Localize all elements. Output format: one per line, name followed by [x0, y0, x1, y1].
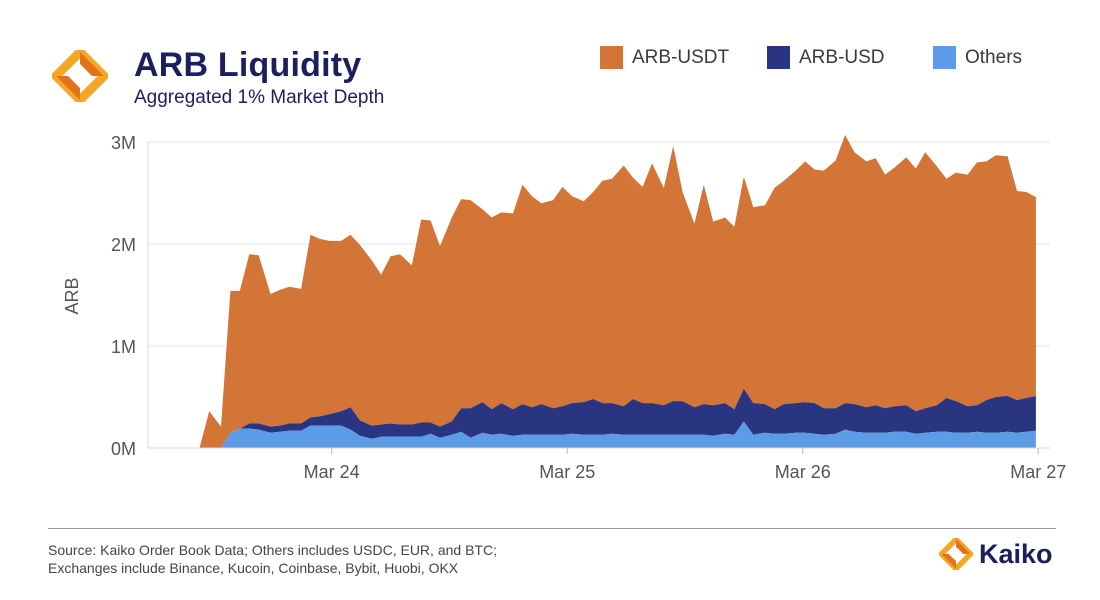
- legend-swatch-arb-usdt: [600, 46, 623, 69]
- chart-subtitle: Aggregated 1% Market Depth: [134, 87, 385, 108]
- y-tick-label: 0M: [111, 439, 136, 459]
- area-series: [199, 134, 1036, 448]
- legend-label-others: Others: [965, 46, 1023, 68]
- y-tick-label: 2M: [111, 235, 136, 255]
- legend-item-arb-usd: ARB-USD: [767, 46, 885, 69]
- footer-divider: [48, 528, 1056, 529]
- legend-item-arb-usdt: ARB-USDT: [600, 46, 729, 69]
- x-tick-label: Mar 27: [1010, 462, 1066, 482]
- x-tick-label: Mar 24: [304, 462, 360, 482]
- series-area-others: [199, 421, 1036, 448]
- axes: 0M 1M 2M 3M Mar 24 Mar 25 Mar 26 Mar 27: [111, 133, 1066, 482]
- source-line-2: Exchanges include Binance, Kucoin, Coinb…: [48, 560, 459, 576]
- series-area-arb-usd: [199, 388, 1036, 448]
- legend-item-others: Others: [933, 46, 1022, 69]
- kaiko-logo-icon: [52, 50, 108, 102]
- legend-swatch-others: [933, 46, 956, 69]
- y-axis-label: ARB: [62, 277, 82, 314]
- chart-title: ARB Liquidity: [134, 46, 362, 84]
- source-line-1: Source: Kaiko Order Book Data; Others in…: [48, 542, 497, 558]
- x-tick-label: Mar 26: [775, 462, 831, 482]
- legend-swatch-arb-usd: [767, 46, 790, 69]
- legend-label-arb-usdt: ARB-USDT: [632, 46, 730, 68]
- series-area-arb-usdt: [199, 134, 1036, 448]
- x-tick-label: Mar 25: [539, 462, 595, 482]
- y-tick-label: 1M: [111, 337, 136, 357]
- source-note: Source: Kaiko Order Book Data; Others in…: [48, 541, 497, 577]
- y-tick-label: 3M: [111, 133, 136, 153]
- kaiko-brand: Kaiko: [939, 538, 1053, 570]
- kaiko-brand-name: Kaiko: [979, 538, 1053, 569]
- kaiko-brand-icon: [939, 538, 973, 570]
- legend-label-arb-usd: ARB-USD: [799, 46, 885, 68]
